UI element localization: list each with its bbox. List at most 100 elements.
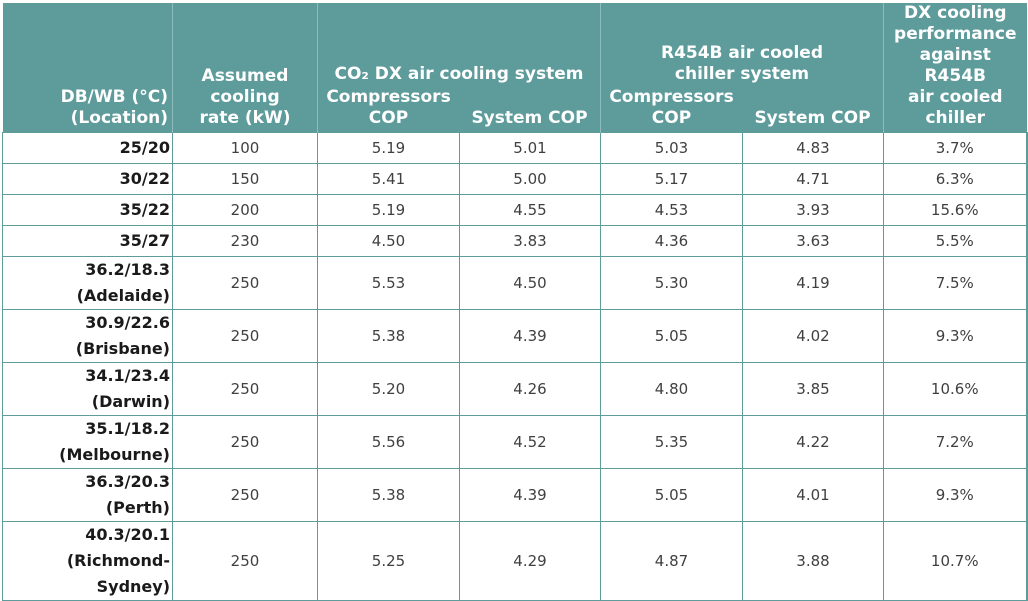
- co2-compressors-cop-cell: 5.20: [317, 362, 460, 416]
- cooling-rate-cell: 100: [172, 132, 318, 164]
- co2-compressors-cop-cell: 5.25: [317, 521, 460, 601]
- performance-cell: 15.6%: [883, 194, 1028, 226]
- co2-system-cop-cell: 4.39: [459, 468, 601, 522]
- r454b-system-cop-cell: 4.22: [742, 415, 884, 469]
- r454b-system-cop-cell: 3.93: [742, 194, 884, 226]
- r454b-compressors-cop-cell: 4.53: [600, 194, 743, 226]
- location-cell: 30/22: [2, 163, 173, 195]
- performance-cell: 5.5%: [883, 225, 1028, 257]
- location-text: 35/27: [119, 231, 170, 250]
- cooling-rate-cell: 250: [172, 309, 318, 363]
- header-co2-system-cop: System COP: [471, 108, 588, 128]
- co2-system-cop-cell: 4.50: [459, 256, 601, 310]
- cooling-comparison-table-container: DB/WB (°C) (Location) Assumed cooling ra…: [2, 3, 1028, 601]
- co2-system-cop-cell: 5.00: [459, 163, 601, 195]
- cooling-rate-cell: 250: [172, 362, 318, 416]
- location-text: 35.1/18.2: [85, 419, 170, 438]
- header-performance-line: DX cooling: [904, 3, 1007, 23]
- header-r454b-comp-line: Compressors: [609, 87, 734, 107]
- table-row: 30.9/22.6 (Brisbane) 250 5.38 4.39 5.05 4.02 9.…: [2, 309, 1028, 363]
- r454b-system-cop-cell: 4.19: [742, 256, 884, 310]
- co2-compressors-cop-cell: 4.50: [317, 225, 460, 257]
- location-text: 34.1/23.4: [85, 366, 170, 385]
- cooling-rate-cell: 150: [172, 163, 318, 195]
- location-text: (Adelaide): [76, 286, 170, 305]
- location-text: (Richmond-Sydney): [66, 551, 170, 596]
- header-r454b-subheaders: Compressors COP System COP: [601, 87, 883, 132]
- header-performance-line: against R454B: [919, 45, 991, 86]
- location-cell: 25/20: [2, 132, 173, 164]
- co2-system-cop-cell: 4.52: [459, 415, 601, 469]
- location-cell: 36.2/18.3 (Adelaide): [2, 256, 173, 310]
- performance-cell: 7.2%: [883, 415, 1028, 469]
- performance-cell: 7.5%: [883, 256, 1028, 310]
- header-co2-compressors-cop: Compressors COP: [318, 87, 459, 132]
- location-text: 40.3/20.1: [85, 525, 170, 544]
- header-r454b-group: R454B air cooled chiller system Compress…: [600, 3, 884, 133]
- performance-cell: 3.7%: [883, 132, 1028, 164]
- performance-cell: 9.3%: [883, 309, 1028, 363]
- r454b-system-cop-cell: 4.71: [742, 163, 884, 195]
- location-cell: 30.9/22.6 (Brisbane): [2, 309, 173, 363]
- cooling-comparison-table: DB/WB (°C) (Location) Assumed cooling ra…: [2, 3, 1028, 601]
- performance-cell: 6.3%: [883, 163, 1028, 195]
- r454b-system-cop-cell: 3.85: [742, 362, 884, 416]
- header-r454b-compressors-cop: Compressors COP: [601, 87, 742, 132]
- r454b-compressors-cop-cell: 4.36: [600, 225, 743, 257]
- table-row: 36.2/18.3 (Adelaide) 250 5.53 4.50 5.30 4.19 7.…: [2, 256, 1028, 310]
- header-co2-comp-line: COP: [368, 108, 409, 128]
- co2-system-cop-cell: 4.39: [459, 309, 601, 363]
- co2-system-cop-cell: 4.29: [459, 521, 601, 601]
- header-performance-line: performance: [894, 24, 1017, 44]
- header-performance-line: chiller: [925, 108, 986, 128]
- r454b-compressors-cop-cell: 5.35: [600, 415, 743, 469]
- co2-compressors-cop-cell: 5.41: [317, 163, 460, 195]
- table-row: 35.1/18.2 (Melbourne) 250 5.56 4.52 5.35 4.22 7…: [2, 415, 1028, 469]
- table-row: 36.3/20.3 (Perth) 250 5.38 4.39 5.05 4.01 9.3%: [2, 468, 1028, 522]
- header-co2-subheaders: Compressors COP System COP: [318, 87, 600, 132]
- r454b-compressors-cop-cell: 4.87: [600, 521, 743, 601]
- location-cell: 40.3/20.1 (Richmond-Sydney): [2, 521, 173, 601]
- table-row: 35/27 230 4.50 3.83 4.36 3.63 5.5%: [2, 225, 1028, 257]
- location-text: 25/20: [119, 138, 170, 157]
- table-body: 25/20 100 5.19 5.01 5.03 4.83 3.7% 30/22 150 5.41…: [2, 132, 1028, 601]
- location-text: 36.2/18.3: [85, 260, 170, 279]
- location-text: 30/22: [119, 169, 170, 188]
- header-co2-group-title: CO₂ DX air cooling system: [334, 64, 584, 84]
- header-r454b-line: R454B air cooled: [660, 43, 823, 63]
- r454b-system-cop-cell: 4.01: [742, 468, 884, 522]
- location-cell: 35/22: [2, 194, 173, 226]
- header-performance-line: air cooled: [907, 87, 1003, 107]
- location-text: (Darwin): [91, 392, 170, 411]
- location-cell: 35.1/18.2 (Melbourne): [2, 415, 173, 469]
- header-cooling-rate-line: Assumed: [201, 66, 289, 86]
- location-text: 36.3/20.3: [85, 472, 170, 491]
- header-r454b-group-title: R454B air cooled chiller system: [601, 43, 883, 85]
- table-row: 35/22 200 5.19 4.55 4.53 3.93 15.6%: [2, 194, 1028, 226]
- header-performance: DX cooling performance against R454B air…: [883, 3, 1027, 133]
- location-text: 35/22: [119, 200, 170, 219]
- table-row: 30/22 150 5.41 5.00 5.17 4.71 6.3%: [2, 163, 1028, 195]
- co2-compressors-cop-cell: 5.19: [317, 132, 460, 164]
- location-text: (Perth): [105, 498, 170, 517]
- r454b-system-cop-cell: 3.63: [742, 225, 884, 257]
- location-cell: 35/27: [2, 225, 173, 257]
- header-cooling-rate-line: rate (kW): [199, 108, 291, 128]
- header-cooling-rate: Assumed cooling rate (kW): [172, 3, 318, 133]
- header-location-line: (Location): [70, 108, 168, 128]
- r454b-compressors-cop-cell: 4.80: [600, 362, 743, 416]
- header-r454b-comp-line: COP: [651, 108, 692, 128]
- header-location: DB/WB (°C) (Location): [2, 3, 173, 133]
- co2-system-cop-cell: 5.01: [459, 132, 601, 164]
- cooling-rate-cell: 230: [172, 225, 318, 257]
- cooling-rate-cell: 250: [172, 256, 318, 310]
- header-location-line: DB/WB (°C): [60, 87, 168, 107]
- r454b-compressors-cop-cell: 5.17: [600, 163, 743, 195]
- performance-cell: 10.6%: [883, 362, 1028, 416]
- r454b-system-cop-cell: 4.83: [742, 132, 884, 164]
- co2-compressors-cop-cell: 5.56: [317, 415, 460, 469]
- r454b-compressors-cop-cell: 5.03: [600, 132, 743, 164]
- r454b-compressors-cop-cell: 5.30: [600, 256, 743, 310]
- co2-compressors-cop-cell: 5.19: [317, 194, 460, 226]
- co2-system-cop-cell: 3.83: [459, 225, 601, 257]
